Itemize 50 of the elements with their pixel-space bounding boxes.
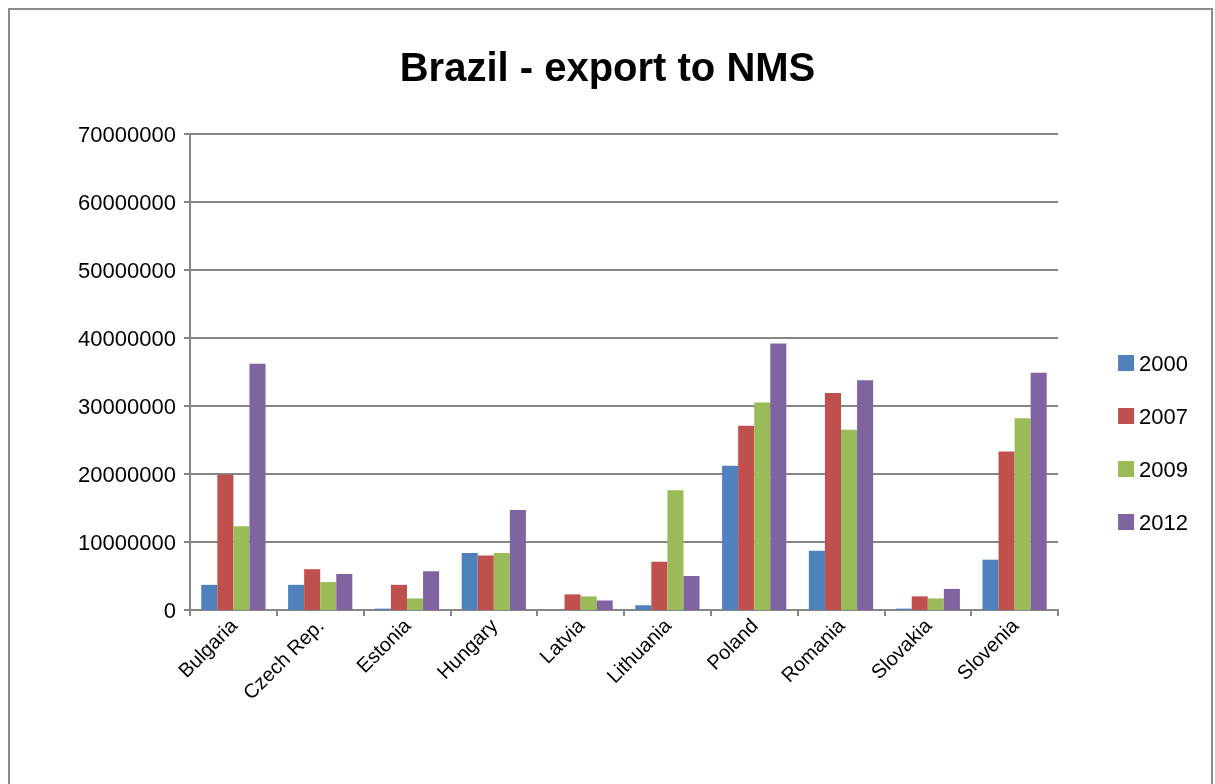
- bar: [943, 588, 960, 610]
- y-tick-label: 40000000: [78, 325, 176, 351]
- chart-title: Brazil - export to NMS: [399, 45, 816, 89]
- bar: [288, 584, 305, 610]
- bar: [461, 552, 478, 610]
- legend-label: 2000: [1139, 350, 1189, 376]
- bar: [683, 576, 700, 610]
- bar: [407, 598, 424, 610]
- bar: [320, 582, 337, 610]
- bar: [233, 526, 250, 610]
- bar: [390, 584, 407, 610]
- y-tick-label: 20000000: [78, 461, 176, 487]
- y-tick-label: 30000000: [78, 393, 176, 419]
- legend-label: 2009: [1139, 456, 1189, 482]
- bar: [423, 571, 440, 610]
- bar: [1014, 418, 1031, 610]
- bar: [911, 596, 928, 610]
- y-tick-label: 60000000: [78, 189, 176, 215]
- bar: [927, 598, 944, 610]
- bar: [477, 555, 494, 610]
- bar: [770, 343, 787, 610]
- y-tick-label: 50000000: [78, 257, 176, 283]
- bar: [564, 594, 581, 610]
- y-tick-label: 70000000: [78, 121, 176, 147]
- legend-label: 2007: [1139, 403, 1189, 429]
- bar: [651, 561, 668, 610]
- legend-label: 2012: [1139, 509, 1189, 535]
- bar: [982, 559, 999, 610]
- bar: [580, 596, 597, 610]
- bar: [596, 600, 613, 610]
- bar: [201, 584, 218, 610]
- bar: [722, 465, 739, 610]
- bar: [857, 380, 874, 610]
- bar: [754, 402, 771, 610]
- bar: [249, 363, 266, 610]
- bar: [304, 569, 321, 610]
- bar: [509, 510, 526, 610]
- bar: [808, 550, 825, 610]
- bar: [493, 552, 510, 610]
- bar: [667, 490, 684, 610]
- bar: [336, 573, 353, 610]
- bar: [998, 451, 1015, 610]
- bar: [635, 605, 652, 610]
- bar: [824, 393, 841, 610]
- bar: [841, 429, 858, 610]
- bar: [217, 474, 234, 610]
- bar: [1030, 372, 1047, 610]
- y-tick-label: 0: [163, 597, 176, 623]
- y-tick-label: 10000000: [78, 529, 176, 555]
- bar: [738, 425, 755, 610]
